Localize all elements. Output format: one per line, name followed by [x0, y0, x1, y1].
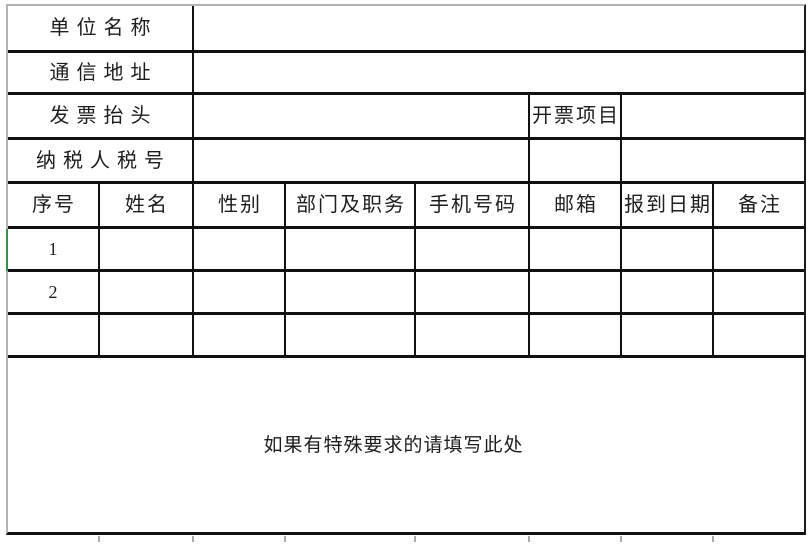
invoice-item-label: 开票项目: [530, 95, 622, 140]
invoice-title-value-cell[interactable]: [194, 95, 530, 140]
registration-form-table: 单位名称 通信地址 发票抬头 开票项目 纳税人税号 序号 姓名 性别 部门及职务…: [6, 4, 806, 535]
mobile-cell[interactable]: [416, 229, 530, 272]
unit-name-label: 单位名称: [8, 6, 194, 53]
gridline-tick: [528, 536, 530, 542]
dept-cell[interactable]: [286, 315, 416, 358]
name-cell[interactable]: [100, 229, 194, 272]
taxpayer-id-extra-cell-1[interactable]: [530, 140, 622, 184]
checkin-date-cell[interactable]: [622, 272, 714, 315]
header-gender: 性别: [194, 184, 286, 229]
gridline-tick: [98, 536, 100, 542]
remarks-cell[interactable]: [714, 315, 804, 358]
checkin-date-cell[interactable]: [622, 229, 714, 272]
gender-cell[interactable]: [194, 315, 286, 358]
dept-cell[interactable]: [286, 272, 416, 315]
dept-cell[interactable]: [286, 229, 416, 272]
mobile-cell[interactable]: [416, 315, 530, 358]
gridline-tick: [712, 536, 714, 542]
header-serial-no: 序号: [8, 184, 100, 229]
row-number-cell: 1: [8, 229, 100, 272]
gridline-tick: [620, 536, 622, 542]
header-name: 姓名: [100, 184, 194, 229]
taxpayer-id-extra-cell-2[interactable]: [622, 140, 804, 184]
header-remarks: 备注: [714, 184, 804, 229]
gridline-tick: [284, 536, 286, 542]
selection-indicator: [6, 229, 8, 271]
invoice-title-label: 发票抬头: [8, 95, 194, 140]
taxpayer-id-label: 纳税人税号: [8, 140, 194, 184]
email-cell[interactable]: [530, 315, 622, 358]
gridline-tick: [192, 536, 194, 542]
email-cell[interactable]: [530, 229, 622, 272]
address-value-cell[interactable]: [194, 53, 804, 95]
gender-cell[interactable]: [194, 272, 286, 315]
header-checkin-date: 报到日期: [622, 184, 714, 229]
invoice-item-value-cell[interactable]: [622, 95, 804, 140]
header-dept-position: 部门及职务: [286, 184, 416, 229]
row-number-cell: 2: [8, 272, 100, 315]
header-email: 邮箱: [530, 184, 622, 229]
name-cell[interactable]: [100, 315, 194, 358]
mobile-cell[interactable]: [416, 272, 530, 315]
unit-name-value-cell[interactable]: [194, 6, 804, 53]
special-note-cell[interactable]: 如果有特殊要求的请填写此处: [263, 434, 524, 456]
row-number-cell[interactable]: [8, 315, 100, 358]
header-mobile: 手机号码: [416, 184, 530, 229]
gridline-tick: [414, 536, 416, 542]
name-cell[interactable]: [100, 272, 194, 315]
gender-cell[interactable]: [194, 229, 286, 272]
remarks-cell[interactable]: [714, 272, 804, 315]
email-cell[interactable]: [530, 272, 622, 315]
taxpayer-id-value-cell[interactable]: [194, 140, 530, 184]
remarks-cell[interactable]: [714, 229, 804, 272]
address-label: 通信地址: [8, 53, 194, 95]
checkin-date-cell[interactable]: [622, 315, 714, 358]
